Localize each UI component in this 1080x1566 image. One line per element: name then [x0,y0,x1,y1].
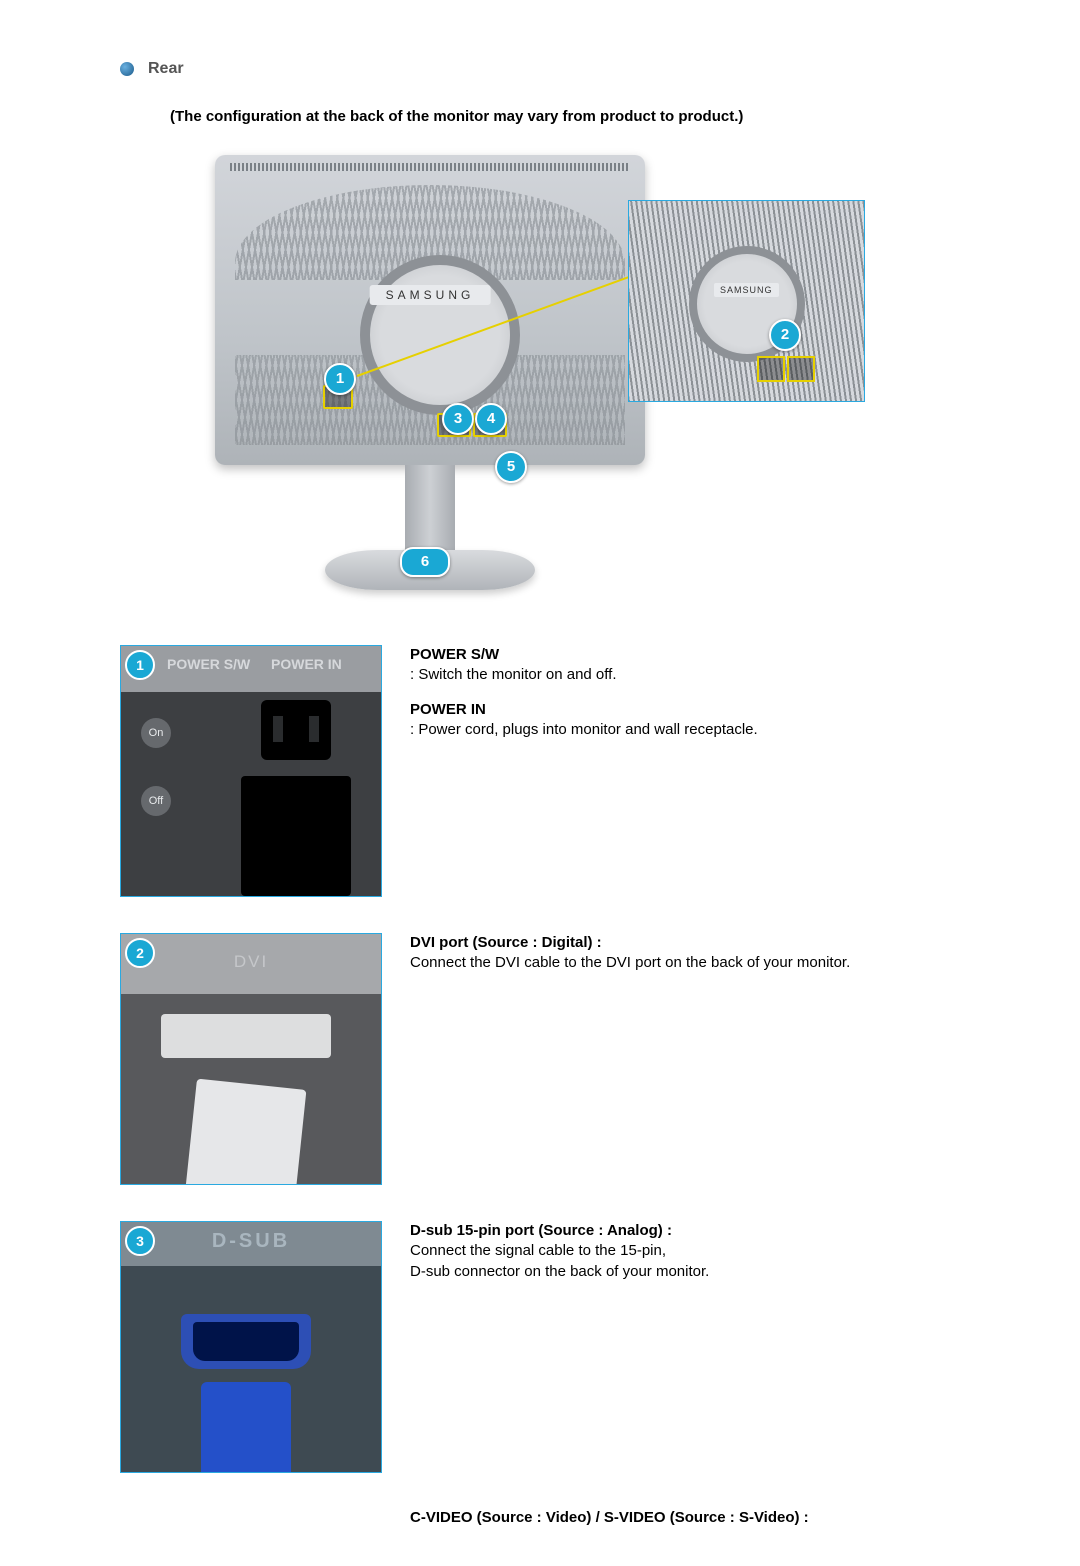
thumb-label-dsub: D-SUB [212,1230,290,1253]
vga-port-icon [181,1314,311,1369]
port-body-2: Connect the DVI cable to the DVI port on… [410,954,850,971]
brand-label: SAMSUNG [370,285,491,305]
port-body-1a: : Switch the monitor on and off. [410,666,617,683]
port-body-3: Connect the signal cable to the 15-pin, … [410,1242,709,1279]
dvi-plug-icon [186,1079,307,1185]
marker-3: 3 [442,403,474,435]
port-title-2: DVI port (Source : Digital) : [410,934,602,951]
thumb-label-dvi: DVI [234,952,268,972]
port-image-2: 2 DVI [120,933,382,1185]
marker-5: 5 [495,451,527,483]
port-body-1b: : Power cord, plugs into monitor and wal… [410,721,758,738]
thumb-marker-3: 3 [125,1226,155,1256]
page: Rear (The configuration at the back of t… [120,0,960,1566]
marker-6: 6 [400,547,450,577]
power-socket-icon [261,700,331,760]
section-subtitle: (The configuration at the back of the mo… [170,108,960,125]
inset-brand-label: SAMSUNG [714,283,779,297]
section-title: Rear [148,60,184,78]
port-row-2: 2 DVI DVI port (Source : Digital) : Conn… [120,933,960,1185]
port-row-3: 3 D-SUB D-sub 15-pin port (Source : Anal… [120,1221,960,1473]
inset-figure: SAMSUNG 2 [628,200,865,402]
port-image-1: 1 POWER S/W POWER IN On Off [120,645,382,897]
vga-plug-icon [201,1382,291,1473]
off-label: Off [141,786,171,816]
port-desc-1: POWER S/W : Switch the monitor on and of… [410,645,758,754]
port-title-1b: POWER IN [410,701,486,718]
port-desc-2: DVI port (Source : Digital) : Connect th… [410,933,850,988]
footer-title: C-VIDEO (Source : Video) / S-VIDEO (Sour… [410,1509,960,1526]
marker-4: 4 [475,403,507,435]
port-image-3: 3 D-SUB [120,1221,382,1473]
on-label: On [141,718,171,748]
thumb-label-power-in: POWER IN [271,656,342,672]
thumb-marker-2: 2 [125,938,155,968]
hero-figure: SAMSUNG 1 3 4 5 6 SAMSUNG [120,155,960,615]
bullet-icon [120,62,134,76]
marker-1: 1 [324,363,356,395]
port-title-1a: POWER S/W [410,646,499,663]
marker-2: 2 [769,319,801,351]
power-plug-icon [241,776,351,896]
port-desc-3: D-sub 15-pin port (Source : Analog) : Co… [410,1221,709,1296]
port-title-3: D-sub 15-pin port (Source : Analog) : [410,1222,672,1239]
thumb-marker-1: 1 [125,650,155,680]
dvi-port-icon [161,1014,331,1058]
section-header: Rear [120,60,960,78]
thumb-label-power-sw: POWER S/W [167,656,250,672]
port-row-1: 1 POWER S/W POWER IN On Off POWER S/W : … [120,645,960,897]
